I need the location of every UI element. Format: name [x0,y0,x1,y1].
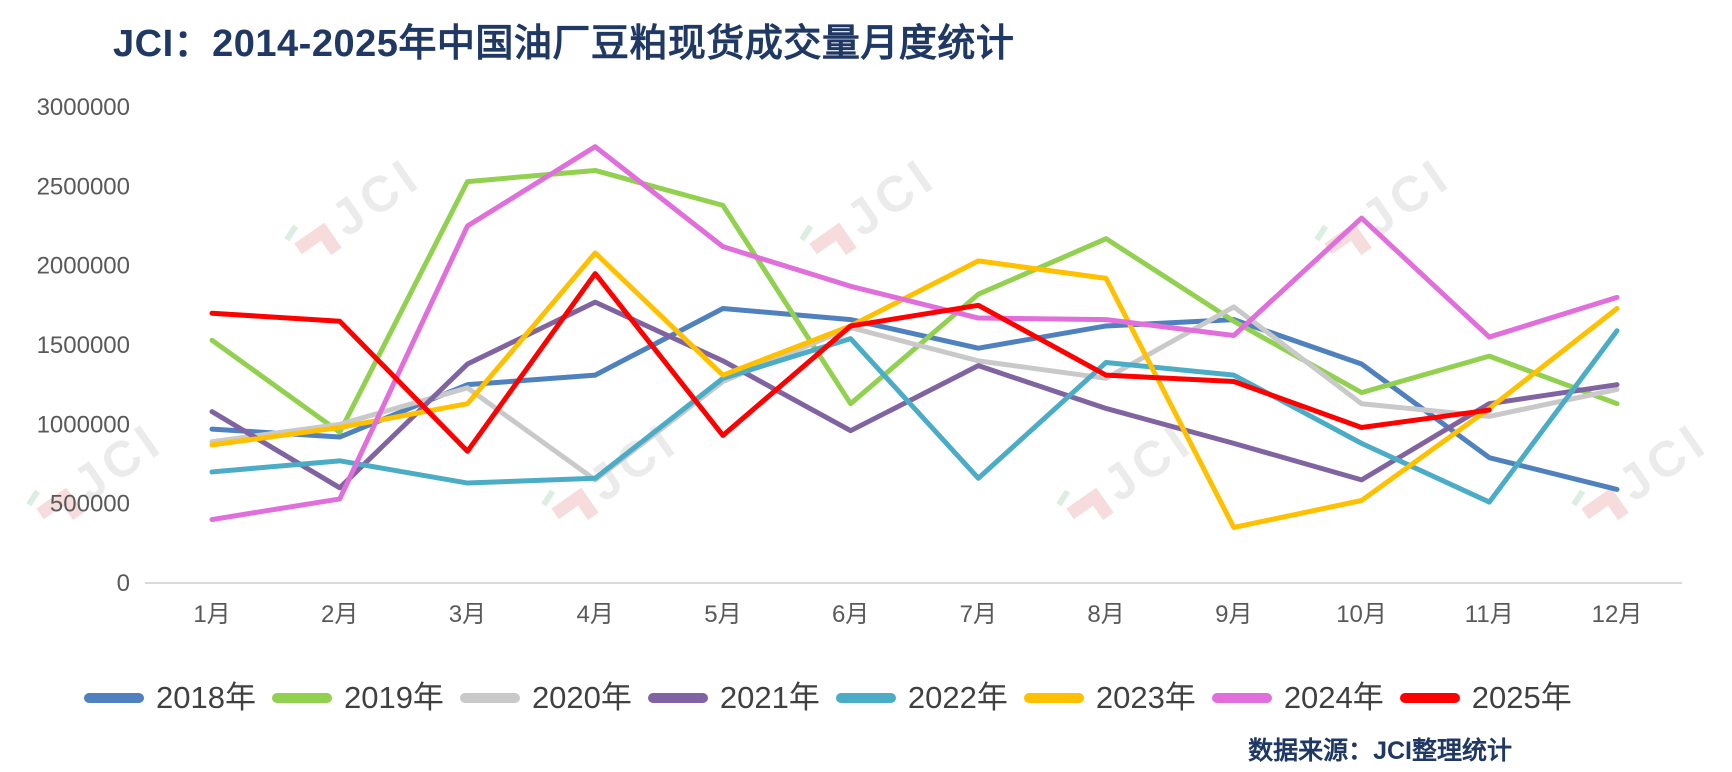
x-axis-label: 6月 [832,601,869,628]
legend-item-2018年: 2018年 [84,682,256,713]
watermark-logo-icon [809,222,857,256]
watermark-text: JCI [578,411,689,512]
legend-label: 2025年 [1471,680,1572,715]
source-note: 数据来源：JCI整理统计 [1248,737,1512,765]
legend-swatch-icon [84,692,144,703]
watermark-logo-icon [551,487,599,521]
legend-label: 2023年 [1095,680,1196,715]
x-axis-label: 8月 [1087,601,1124,628]
legend-item-2022年: 2022年 [835,680,1008,715]
y-axis-label: 1000000 [37,411,130,438]
watermark-text: JCI [836,146,947,247]
legend-item-2023年: 2023年 [1023,680,1196,715]
watermark: JCI [1314,146,1462,256]
watermark-text: JCI [1093,411,1204,512]
y-axis-label: 1500000 [37,332,130,359]
legend-swatch-icon [1023,692,1084,703]
watermark-logo-icon [36,487,84,521]
x-axis-label: 12月 [1592,601,1643,628]
watermark: JCI [541,411,689,521]
chart-title: JCI：2014-2025年中国油厂豆粕现货成交量月度统计 [113,23,1015,65]
watermark-text: JCI [1608,411,1719,512]
watermark-logo-icon [1581,487,1629,521]
legend-swatch-icon [1211,692,1272,703]
legend-label: 2021年 [719,680,820,715]
y-axis-label: 2000000 [37,253,130,280]
watermark-text: JCI [321,146,432,247]
series-line-2025年 [209,271,1492,454]
watermark: JCI [1571,411,1719,521]
series-line-2024年 [209,144,1620,523]
watermark-leaf-icon [799,224,814,242]
watermark-leaf-icon [1056,489,1071,507]
legend-label: 2024年 [1283,680,1384,715]
legend-item-2019年: 2019年 [271,680,444,715]
x-axis-label: 7月 [960,601,997,628]
watermark-leaf-icon [284,224,299,242]
legend-label: 2022年 [907,680,1008,715]
legend-swatch-icon [1399,692,1460,703]
series-line-2021年 [209,299,1620,491]
series-line-2019年 [209,167,1620,435]
watermark-leaf-icon [1314,224,1329,242]
watermark-leaf-icon [1571,489,1586,507]
watermark-logo-icon [294,222,342,256]
legend-label: 2020年 [531,680,632,715]
legend-label: 2019年 [343,680,444,715]
x-axis-label: 2月 [321,601,358,628]
watermark-text: JCI [1351,146,1462,247]
legend-swatch-icon [271,692,332,703]
legend-swatch-icon [835,692,896,703]
watermark-leaf-icon [541,489,556,507]
series-line-2020年 [209,304,1620,483]
watermark: JCI [284,146,432,256]
legend-swatch-icon [647,692,708,703]
x-axis-label: 11月 [1465,601,1514,628]
x-axis-label: 5月 [704,601,741,628]
x-axis-label: 10月 [1336,601,1387,628]
watermark-leaf-icon [26,489,41,507]
legend-label: 2018年 [156,680,256,715]
y-axis-label: 0 [117,570,130,597]
legend-item-2020年: 2020年 [459,680,632,715]
legend-item-2024年: 2024年 [1211,680,1384,715]
watermark-logo-icon [1324,222,1372,256]
y-axis-label: 500000 [50,491,130,518]
x-axis-label: 4月 [577,601,614,628]
legend-swatch-icon [459,692,520,703]
series-line-2022年 [209,328,1620,505]
y-axis-label: 3000000 [37,94,130,121]
x-axis-label: 9月 [1215,601,1252,628]
chart-legend: 2018年 2019年 2020年 2021年 2022年 2023年 2024年 2025年 [84,682,1572,713]
legend-item-2025年: 2025年 [1399,680,1572,715]
watermark: JCI [799,146,947,256]
y-axis-label: 2500000 [37,173,130,200]
legend-item-2021年: 2021年 [647,680,820,715]
x-axis-label: 1月 [193,601,230,628]
x-axis-label: 3月 [449,601,486,628]
series-line-2023年 [209,250,1620,530]
watermark-logo-icon [1066,487,1114,521]
